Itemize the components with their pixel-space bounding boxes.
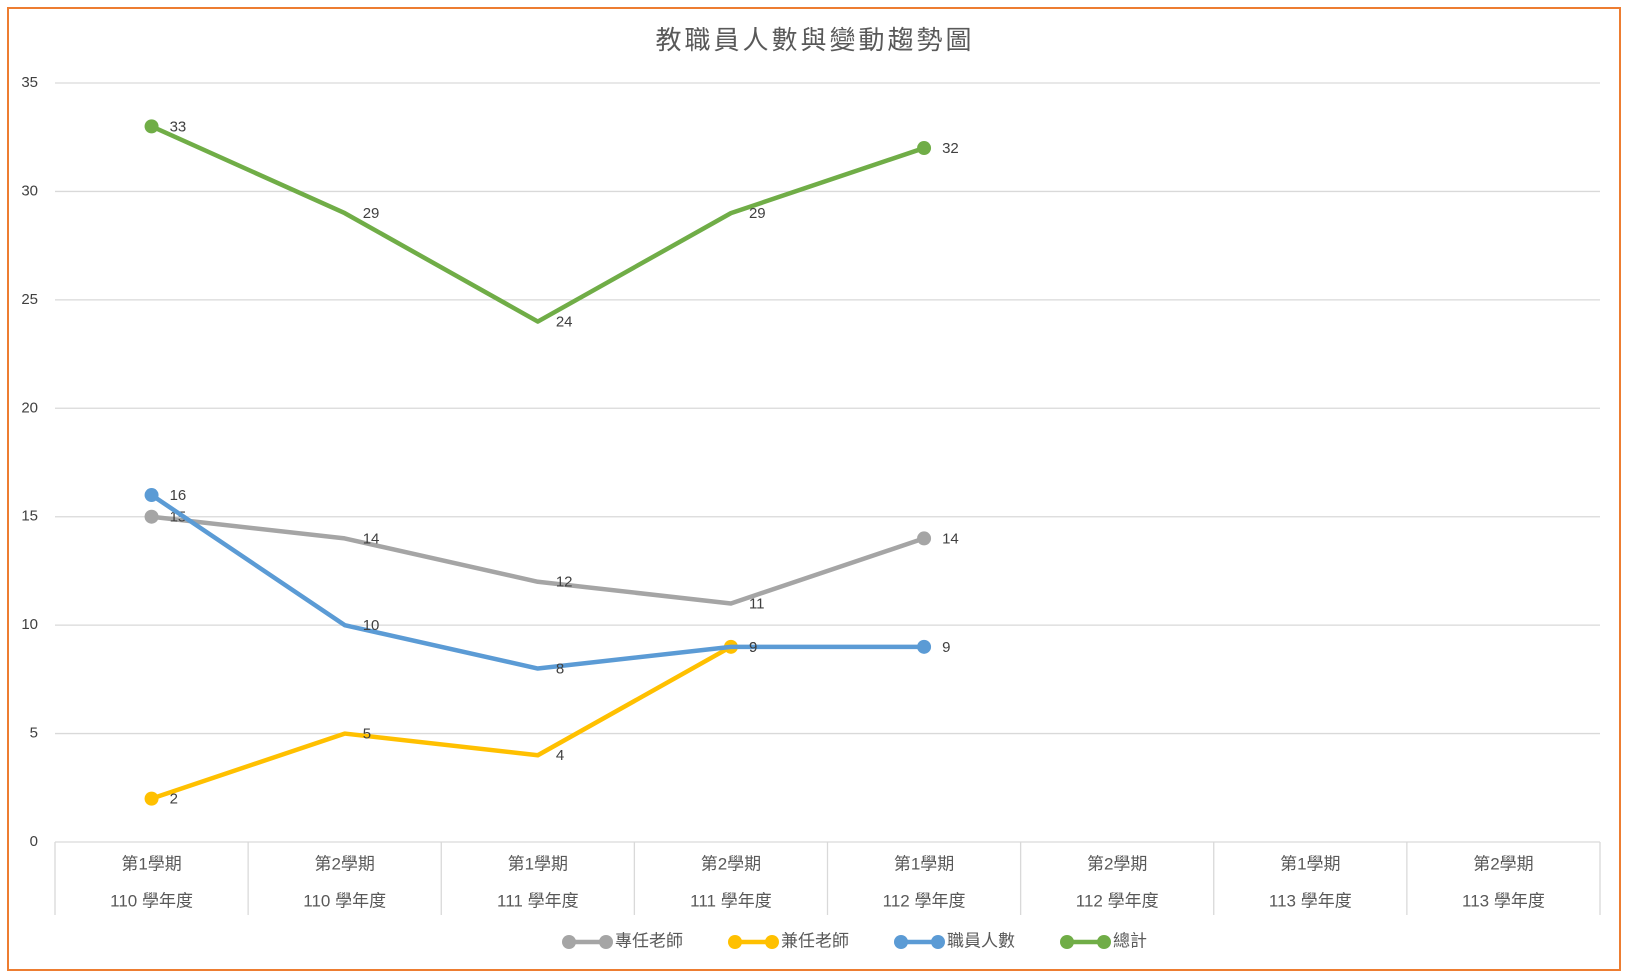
- x-tick-label: 第1學期: [508, 854, 568, 873]
- x-tick-label: 113 學年度: [1462, 891, 1545, 910]
- series-line: [150, 124, 925, 324]
- marker: [917, 141, 932, 156]
- marker: [917, 531, 932, 546]
- legend-marker: [894, 935, 908, 949]
- y-tick-label: 30: [21, 182, 38, 199]
- x-tick-label: 第2學期: [1473, 854, 1533, 873]
- y-tick-label: 10: [21, 616, 38, 633]
- data-label: 14: [363, 530, 380, 547]
- data-label: 24: [556, 314, 573, 331]
- y-tick-label: 35: [21, 74, 38, 91]
- data-label: 29: [749, 205, 766, 222]
- x-tick-label: 112 學年度: [1076, 891, 1159, 910]
- data-label: 8: [556, 660, 564, 677]
- data-label: 4: [556, 747, 564, 764]
- chart-title: 教職員人數與變動趨勢圖: [655, 25, 974, 55]
- y-tick-label: 15: [21, 508, 38, 525]
- legend-marker: [765, 935, 779, 949]
- data-label: 12: [556, 574, 573, 591]
- legend-marker: [1060, 935, 1074, 949]
- data-label: 9: [942, 639, 950, 656]
- data-label: 29: [363, 205, 380, 222]
- marker: [144, 488, 159, 503]
- marker: [144, 509, 159, 524]
- legend-label: 總計: [1113, 931, 1147, 950]
- data-label: 2: [170, 791, 178, 808]
- y-tick-label: 0: [30, 833, 38, 850]
- x-tick-label: 112 學年度: [883, 891, 966, 910]
- x-tick-label: 第1學期: [894, 854, 954, 873]
- data-label: 11: [749, 595, 765, 612]
- legend-marker: [1097, 935, 1111, 949]
- x-tick-label: 113 學年度: [1269, 891, 1352, 910]
- legend-marker: [931, 935, 945, 949]
- data-label: 9: [749, 639, 757, 656]
- legend-label: 職員人數: [947, 931, 1015, 950]
- legend-label: 兼任老師: [781, 931, 849, 950]
- x-tick-label: 第2學期: [1087, 854, 1147, 873]
- y-tick-label: 5: [30, 725, 38, 742]
- marker: [917, 639, 932, 654]
- data-label: 10: [363, 617, 380, 634]
- x-tick-label: 第2學期: [314, 854, 374, 873]
- data-label: 5: [363, 726, 371, 743]
- series-line: [150, 493, 925, 671]
- x-tick-label: 第1學期: [1280, 854, 1340, 873]
- x-tick-label: 第1學期: [121, 854, 181, 873]
- data-label: 16: [170, 487, 187, 504]
- data-label: 14: [942, 530, 959, 547]
- y-tick-label: 25: [21, 291, 38, 308]
- x-tick-label: 第2學期: [701, 854, 761, 873]
- y-tick-label: 20: [21, 399, 38, 416]
- data-label: 33: [170, 118, 187, 135]
- x-tick-label: 111 學年度: [690, 891, 772, 910]
- legend-label: 專任老師: [615, 931, 683, 950]
- legend-marker: [562, 935, 576, 949]
- data-label: 32: [942, 140, 959, 157]
- x-tick-label: 111 學年度: [497, 891, 579, 910]
- series-line: [150, 644, 733, 801]
- series-line: [151, 514, 925, 606]
- chart-border: [7, 7, 1621, 971]
- marker: [144, 791, 159, 806]
- legend-marker: [599, 935, 613, 949]
- x-tick-label: 110 學年度: [110, 891, 193, 910]
- x-tick-label: 110 學年度: [303, 891, 386, 910]
- legend-marker: [728, 935, 742, 949]
- marker: [144, 119, 159, 134]
